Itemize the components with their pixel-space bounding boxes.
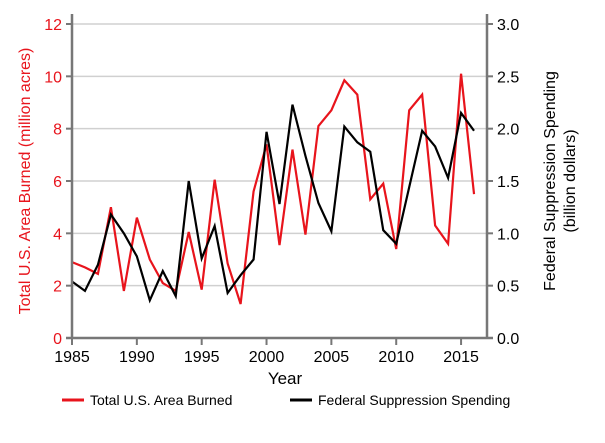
x-tick-label: 1990 <box>119 349 155 366</box>
y-right-tick-label: 2.0 <box>497 122 519 139</box>
y-right-tick-label: 1.0 <box>497 226 519 243</box>
y-left-tick-label: 2 <box>53 279 62 296</box>
y-left-tick-label: 12 <box>44 17 62 34</box>
legend-label-area: Total U.S. Area Burned <box>90 392 232 408</box>
x-tick-label: 1985 <box>54 349 90 366</box>
y-right-tick-label: 0.5 <box>497 279 519 296</box>
x-tick-label: 1995 <box>184 349 220 366</box>
x-tick-label: 2000 <box>249 349 285 366</box>
y-axis-right-label-1: Federal Suppression Spending <box>542 71 559 291</box>
y-axis-right-label-2: (billion dollars) <box>562 129 579 232</box>
x-axis-label: Year <box>268 369 303 388</box>
y-right-tick-label: 3.0 <box>497 17 519 34</box>
y-left-tick-label: 4 <box>53 226 62 243</box>
series-line-area-burned <box>72 74 474 304</box>
y-right-tick-label: 1.5 <box>497 174 519 191</box>
y-left-tick-label: 10 <box>44 69 62 86</box>
y-axis-left-label: Total U.S. Area Burned (million acres) <box>17 48 34 315</box>
x-tick-label: 2005 <box>314 349 350 366</box>
y-right-tick-label: 0.0 <box>497 331 519 348</box>
y-right-tick-label: 2.5 <box>497 69 519 86</box>
x-tick-label: 2010 <box>378 349 414 366</box>
y-left-tick-label: 6 <box>53 174 62 191</box>
legend-label-spending: Federal Suppression Spending <box>318 392 510 408</box>
legend: Total U.S. Area Burned Federal Suppressi… <box>62 392 510 408</box>
y-left-tick-label: 8 <box>53 122 62 139</box>
x-tick-label: 2015 <box>443 349 479 366</box>
y-left-tick-label: 0 <box>53 331 62 348</box>
